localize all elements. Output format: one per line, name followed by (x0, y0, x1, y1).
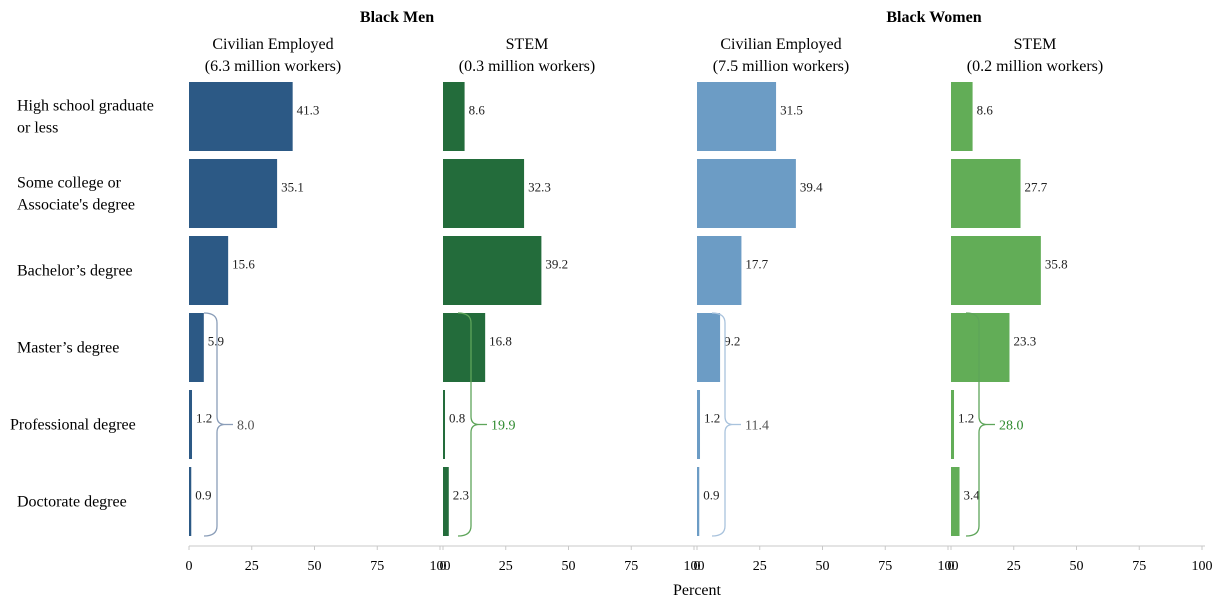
category-label-some-college-or-associate-s-degree-line1: Some college or (17, 175, 122, 192)
bar-value-label-black-women-stem-master-s-degree: 23.3 (1013, 334, 1036, 349)
x-tick-label-black-men-civilian-employed-75: 75 (370, 559, 384, 574)
bar-black-women-stem-some-college-or-associate-s-degree (951, 159, 1021, 228)
x-tick-label-black-men-civilian-employed-25: 25 (245, 559, 259, 574)
bar-value-label-black-men-stem-some-college-or-associate-s-degree: 32.3 (528, 180, 551, 195)
bar-value-label-black-women-civilian-employed-some-college-or-associate-s-degree: 39.4 (800, 180, 823, 195)
group-title-black-men: Black Men (360, 9, 434, 26)
bar-value-label-black-men-civilian-employed-bachelor-s-degree: 15.6 (232, 257, 255, 272)
bar-value-label-black-men-stem-professional-degree: 0.8 (449, 411, 465, 426)
bar-black-women-civilian-employed-some-college-or-associate-s-degree (697, 159, 796, 228)
bar-black-men-civilian-employed-high-school-graduate-or-less (189, 82, 293, 151)
x-tick-label-black-men-civilian-employed-100: 100 (430, 559, 451, 574)
category-label-professional-degree: Professional degree (10, 417, 136, 434)
category-label-some-college-or-associate-s-degree-line2: Associate's degree (17, 197, 135, 214)
bar-value-label-black-men-stem-high-school-graduate-or-less: 8.6 (469, 103, 486, 118)
bar-value-label-black-women-stem-doctorate-degree: 3.4 (964, 488, 981, 503)
x-tick-label-black-men-civilian-employed-50: 50 (308, 559, 322, 574)
bracket-total-label-black-men-stem: 19.9 (491, 419, 516, 434)
bar-black-women-stem-professional-degree (951, 390, 955, 459)
bar-black-women-civilian-employed-professional-degree (697, 390, 701, 459)
bar-value-label-black-women-civilian-employed-high-school-graduate-or-less: 31.5 (780, 103, 803, 118)
panel-title-black-women-civilian-employed-line2: (7.5 million workers) (713, 58, 849, 75)
panel-title-black-men-civilian-employed-line2: (6.3 million workers) (205, 58, 341, 75)
category-label-high-school-graduate-or-less-line1: High school graduate (17, 98, 154, 115)
category-label-master-s-degree: Master’s degree (17, 340, 119, 357)
bar-black-men-stem-professional-degree (443, 390, 446, 459)
x-tick-label-black-men-civilian-employed-0: 0 (186, 559, 193, 574)
bar-black-men-stem-some-college-or-associate-s-degree (443, 159, 525, 228)
bracket-total-label-black-women-civilian-employed: 11.4 (745, 419, 769, 434)
bar-value-label-black-women-stem-professional-degree: 1.2 (958, 411, 974, 426)
group-title-black-women: Black Women (886, 9, 981, 26)
bar-value-label-black-men-stem-doctorate-degree: 2.3 (453, 488, 469, 503)
bar-value-label-black-men-civilian-employed-some-college-or-associate-s-degree: 35.1 (281, 180, 304, 195)
x-tick-label-black-women-civilian-employed-25: 25 (753, 559, 767, 574)
bracket-total-label-black-men-civilian-employed: 8.0 (237, 419, 255, 434)
bar-value-label-black-men-stem-master-s-degree: 16.8 (489, 334, 512, 349)
bar-black-women-stem-high-school-graduate-or-less (951, 82, 973, 151)
bar-value-label-black-men-stem-bachelor-s-degree: 39.2 (545, 257, 568, 272)
bar-value-label-black-women-stem-bachelor-s-degree: 35.8 (1045, 257, 1068, 272)
panel-title-black-women-civilian-employed-line1: Civilian Employed (720, 36, 841, 53)
bar-value-label-black-women-civilian-employed-professional-degree: 1.2 (704, 411, 720, 426)
x-tick-label-black-women-stem-50: 50 (1070, 559, 1084, 574)
bar-black-women-civilian-employed-high-school-graduate-or-less (697, 82, 777, 151)
panel-title-black-men-stem-line1: STEM (506, 36, 549, 53)
x-tick-label-black-men-stem-50: 50 (562, 559, 576, 574)
x-tick-label-black-women-stem-100: 100 (1192, 559, 1213, 574)
x-tick-label-black-women-civilian-employed-50: 50 (816, 559, 830, 574)
plot-area: High school graduate or less Some college … (10, 36, 1213, 574)
x-tick-label-black-women-stem-0: 0 (948, 559, 955, 574)
bar-black-women-stem-master-s-degree (951, 313, 1010, 382)
panel-title-black-men-civilian-employed-line1: Civilian Employed (212, 36, 333, 53)
x-tick-label-black-men-stem-25: 25 (499, 559, 513, 574)
category-label-bachelor-s-degree: Bachelor’s degree (17, 263, 133, 280)
x-tick-label-black-women-civilian-employed-0: 0 (694, 559, 701, 574)
bar-black-women-civilian-employed-bachelor-s-degree (697, 236, 742, 305)
bar-value-label-black-men-civilian-employed-high-school-graduate-or-less: 41.3 (297, 103, 320, 118)
bar-value-label-black-women-stem-some-college-or-associate-s-degree: 27.7 (1025, 180, 1048, 195)
x-tick-label-black-women-civilian-employed-75: 75 (878, 559, 892, 574)
bar-value-label-black-women-civilian-employed-doctorate-degree: 0.9 (703, 488, 719, 503)
bar-black-women-civilian-employed-master-s-degree (697, 313, 721, 382)
bar-value-label-black-women-civilian-employed-master-s-degree: 9.2 (724, 334, 740, 349)
panel-title-black-men-stem-line2: (0.3 million workers) (459, 58, 595, 75)
bar-black-women-civilian-employed-doctorate-degree (697, 467, 700, 536)
bar-black-men-civilian-employed-some-college-or-associate-s-degree (189, 159, 278, 228)
bar-black-men-civilian-employed-professional-degree (189, 390, 193, 459)
bar-black-women-stem-doctorate-degree (951, 467, 960, 536)
x-tick-label-black-men-stem-0: 0 (440, 559, 447, 574)
bar-black-men-civilian-employed-bachelor-s-degree (189, 236, 229, 305)
x-tick-label-black-men-stem-75: 75 (624, 559, 638, 574)
bar-value-label-black-women-stem-high-school-graduate-or-less: 8.6 (977, 103, 994, 118)
bar-black-women-stem-bachelor-s-degree (951, 236, 1041, 305)
x-tick-label-black-women-stem-75: 75 (1132, 559, 1146, 574)
bar-black-men-stem-doctorate-degree (443, 467, 449, 536)
x-tick-label-black-women-stem-25: 25 (1007, 559, 1021, 574)
bar-black-men-stem-high-school-graduate-or-less (443, 82, 465, 151)
x-axis-title: Percent (673, 582, 722, 599)
bar-black-men-stem-bachelor-s-degree (443, 236, 542, 305)
bracket-total-label-black-women-stem: 28.0 (999, 419, 1024, 434)
bar-value-label-black-men-civilian-employed-master-s-degree: 5.9 (208, 334, 224, 349)
panel-title-black-women-stem-line2: (0.2 million workers) (967, 58, 1103, 75)
x-tick-label-black-women-civilian-employed-100: 100 (938, 559, 959, 574)
category-label-high-school-graduate-or-less-line2: or less (17, 120, 58, 137)
bar-black-men-stem-master-s-degree (443, 313, 486, 382)
bar-value-label-black-women-civilian-employed-bachelor-s-degree: 17.7 (745, 257, 768, 272)
panel-title-black-women-stem-line1: STEM (1014, 36, 1057, 53)
bar-black-men-civilian-employed-doctorate-degree (189, 467, 192, 536)
x-tick-label-black-men-stem-100: 100 (684, 559, 705, 574)
category-label-doctorate-degree: Doctorate degree (17, 494, 127, 511)
bar-black-men-civilian-employed-master-s-degree (189, 313, 204, 382)
bar-value-label-black-men-civilian-employed-professional-degree: 1.2 (196, 411, 212, 426)
bar-value-label-black-men-civilian-employed-doctorate-degree: 0.9 (195, 488, 211, 503)
